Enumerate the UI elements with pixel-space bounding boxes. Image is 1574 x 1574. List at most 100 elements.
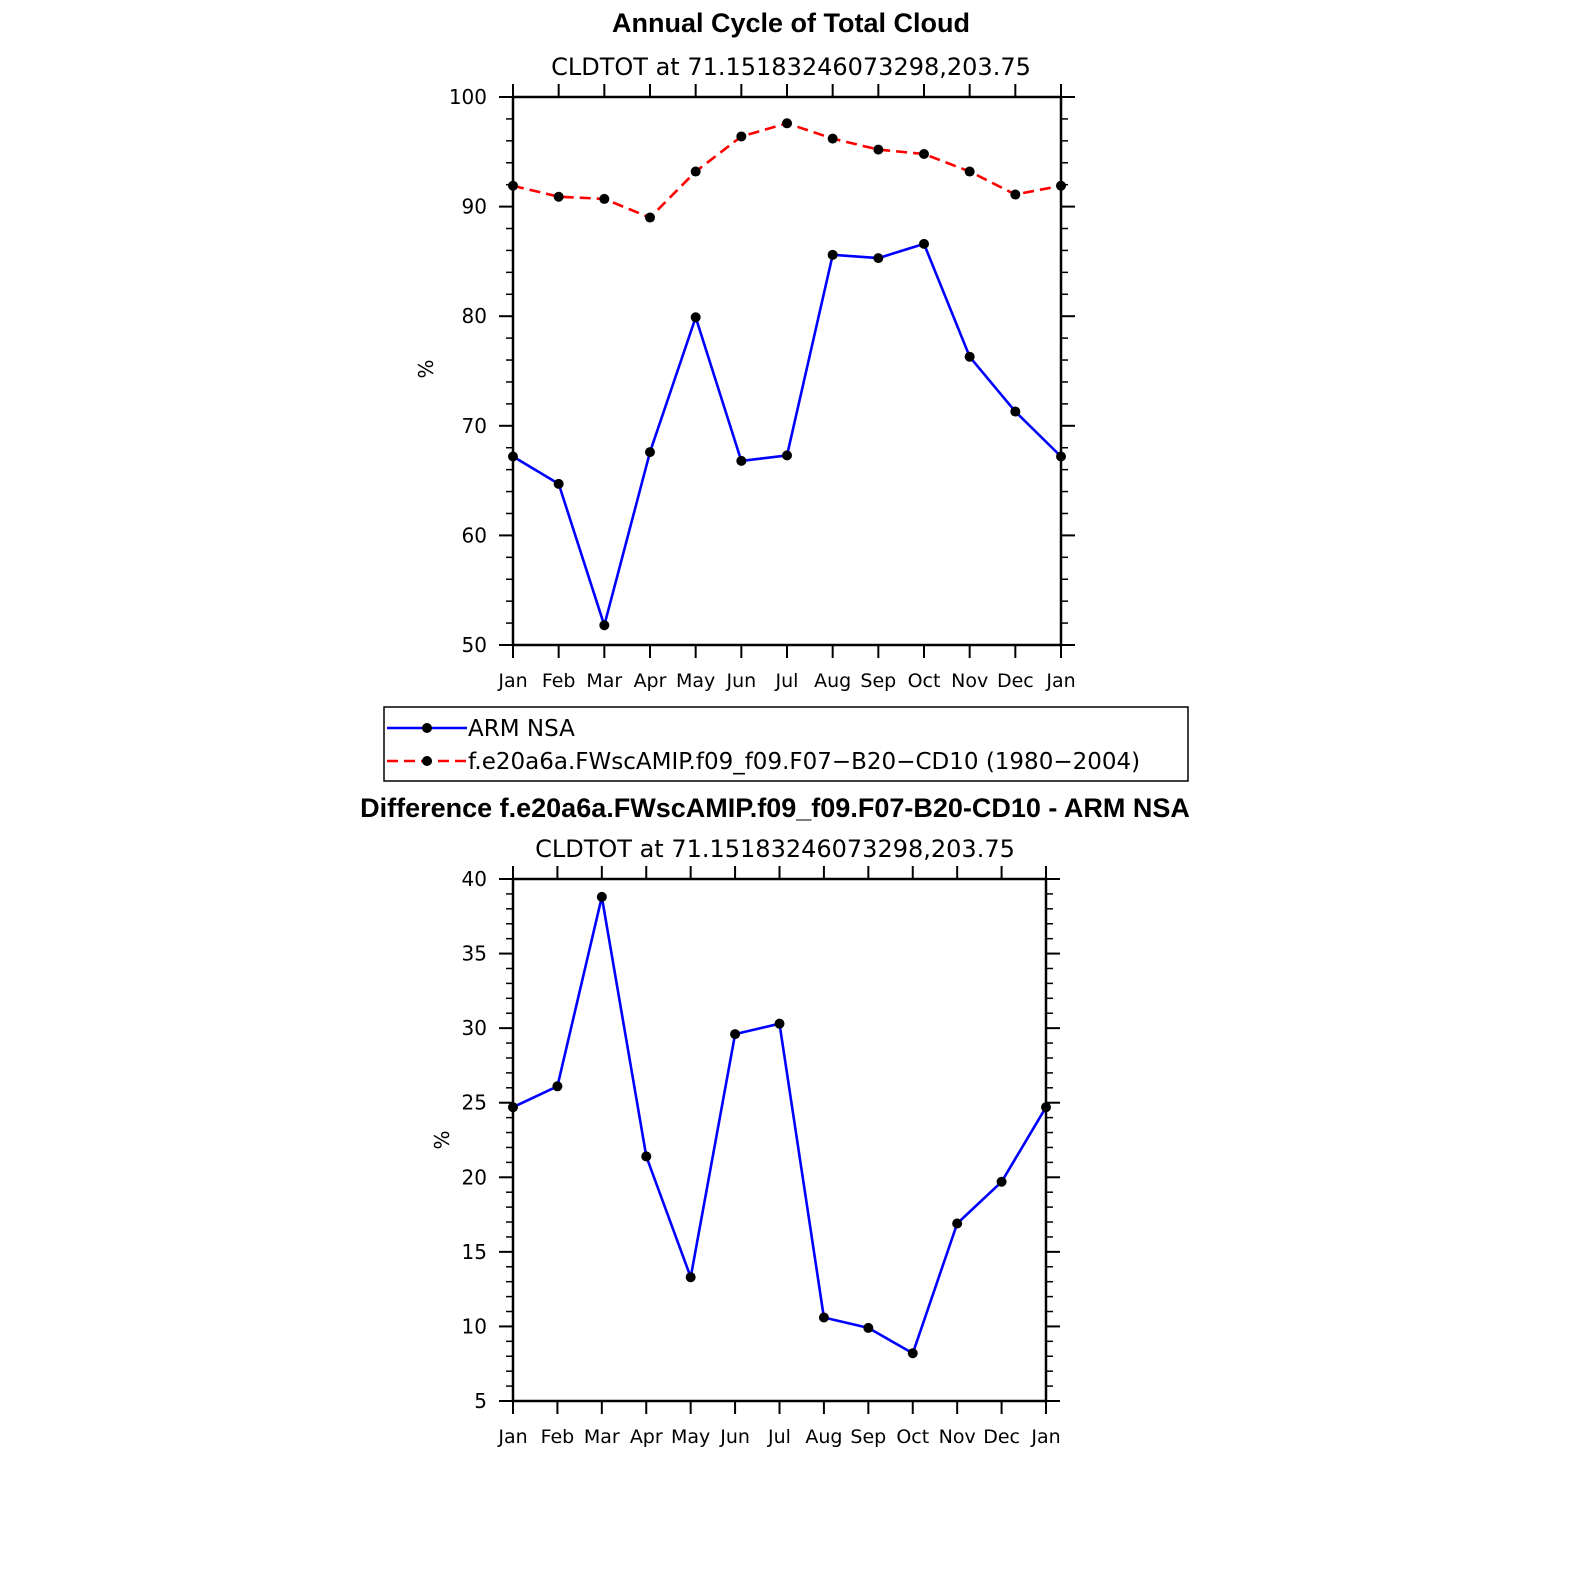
- data-point: [508, 1102, 518, 1113]
- x-tick-label: May: [676, 670, 715, 692]
- series-line-0: [512, 242, 1062, 627]
- y-tick-label: 20: [462, 1165, 487, 1189]
- x-tick-label: Dec: [997, 670, 1034, 692]
- y-axis-label: %: [414, 359, 438, 378]
- data-point: [782, 118, 792, 129]
- data-point: [596, 891, 607, 902]
- data-point: [641, 1151, 652, 1162]
- data-point: [827, 249, 838, 260]
- y-tick-label: 80: [462, 304, 487, 328]
- x-tick-label: Jul: [775, 670, 799, 692]
- series-line-0: [512, 895, 1048, 1355]
- data-point: [952, 1218, 963, 1229]
- data-point: [508, 180, 518, 191]
- data-point: [782, 450, 792, 461]
- data-point: [964, 166, 975, 177]
- data-point: [827, 133, 838, 144]
- x-tick-label: Mar: [586, 670, 622, 692]
- data-point: [818, 1312, 829, 1323]
- x-tick-label: Apr: [630, 1426, 663, 1448]
- series-line-1: [512, 122, 1062, 219]
- y-tick-label: 25: [462, 1091, 487, 1115]
- bottom-plot-area: [508, 891, 1051, 1359]
- x-tick-label: Oct: [908, 670, 941, 692]
- legend-label-arm-nsa: ARM NSA: [468, 716, 575, 742]
- y-tick-label: 60: [462, 523, 487, 547]
- annual-cycle-panel: Annual Cycle of Total Cloud CLDTOT at 71…: [383, 8, 1189, 782]
- top-axes: Jan Feb Mar Apr May Jun Jul Aug Sep Oct Nov Dec Jan 5…: [449, 84, 1076, 692]
- data-point: [552, 1081, 563, 1092]
- y-tick-label: 10: [462, 1314, 487, 1338]
- data-point: [685, 1272, 696, 1283]
- data-point: [1056, 451, 1066, 462]
- x-tick-label: Jan: [1030, 1426, 1060, 1448]
- data-point: [873, 144, 884, 155]
- data-point: [873, 253, 884, 264]
- data-point: [553, 478, 564, 489]
- top-plot-area: [508, 118, 1066, 631]
- y-axis-label: %: [430, 1130, 454, 1149]
- data-point: [599, 620, 610, 631]
- x-tick-label: May: [671, 1426, 710, 1448]
- legend-marker-model: [422, 756, 432, 766]
- data-point: [907, 1348, 918, 1359]
- y-tick-label: 100: [449, 85, 487, 109]
- x-tick-label: Mar: [584, 1426, 620, 1448]
- data-point: [645, 447, 655, 458]
- x-tick-label: Sep: [860, 670, 896, 692]
- x-tick-label: Feb: [542, 670, 576, 692]
- y-tick-label: 30: [462, 1016, 487, 1040]
- data-point: [690, 166, 701, 177]
- x-tick-label: Jan: [497, 1426, 527, 1448]
- legend-marker-arm-nsa: [422, 723, 432, 733]
- y-tick-label: 15: [462, 1240, 487, 1264]
- data-point: [690, 312, 701, 323]
- y-tick-label: 5: [474, 1389, 487, 1413]
- x-tick-label: Jul: [767, 1426, 791, 1448]
- x-tick-label: Dec: [983, 1426, 1020, 1448]
- data-point: [863, 1322, 874, 1333]
- x-tick-label: Nov: [939, 1426, 976, 1448]
- difference-panel: Difference f.e20a6a.FWscAMIP.f09_f09.F07…: [360, 793, 1190, 1448]
- x-tick-label: Apr: [634, 670, 667, 692]
- data-point: [964, 351, 975, 362]
- data-point: [1010, 189, 1021, 200]
- x-tick-label: Oct: [896, 1426, 929, 1448]
- bottom-axes: Jan Feb Mar Apr May Jun Jul Aug Sep Oct Nov Dec Jan 5…: [462, 866, 1061, 1448]
- data-point: [730, 1029, 741, 1040]
- chart-title: Difference f.e20a6a.FWscAMIP.f09_f09.F07…: [360, 793, 1190, 823]
- data-point: [736, 455, 747, 466]
- x-tick-label: Aug: [814, 670, 851, 692]
- data-point: [919, 238, 929, 249]
- x-tick-label: Jan: [497, 670, 527, 692]
- y-tick-label: 70: [462, 414, 487, 438]
- plot-frame: [511, 877, 1048, 1403]
- data-point: [599, 193, 610, 204]
- data-point: [553, 191, 564, 202]
- legend-label-model: f.e20a6a.FWscAMIP.f09_f09.F07−B20−CD10 (…: [468, 749, 1140, 775]
- data-point: [996, 1176, 1007, 1187]
- y-tick-label: 35: [462, 942, 487, 966]
- x-tick-label: Jun: [725, 670, 756, 692]
- data-point: [508, 451, 518, 462]
- y-tick-label: 40: [462, 867, 487, 891]
- data-point: [1010, 406, 1021, 417]
- plot-frame: [511, 95, 1063, 647]
- data-point: [1056, 180, 1066, 191]
- x-tick-label: Nov: [951, 670, 988, 692]
- x-tick-label: Jun: [719, 1426, 750, 1448]
- y-tick-label: 90: [462, 195, 487, 219]
- data-point: [919, 148, 929, 159]
- data-point: [1041, 1102, 1051, 1113]
- legend: ARM NSA f.e20a6a.FWscAMIP.f09_f09.F07−B2…: [383, 706, 1189, 782]
- x-tick-label: Jan: [1045, 670, 1075, 692]
- x-tick-label: Sep: [850, 1426, 886, 1448]
- chart-subtitle: CLDTOT at 71.15183246073298,203.75: [551, 53, 1031, 81]
- chart-title: Annual Cycle of Total Cloud: [612, 8, 970, 38]
- data-point: [645, 212, 655, 223]
- data-point: [774, 1018, 785, 1029]
- chart-subtitle: CLDTOT at 71.15183246073298,203.75: [535, 835, 1015, 863]
- legend-box: [383, 706, 1189, 782]
- x-tick-label: Aug: [805, 1426, 842, 1448]
